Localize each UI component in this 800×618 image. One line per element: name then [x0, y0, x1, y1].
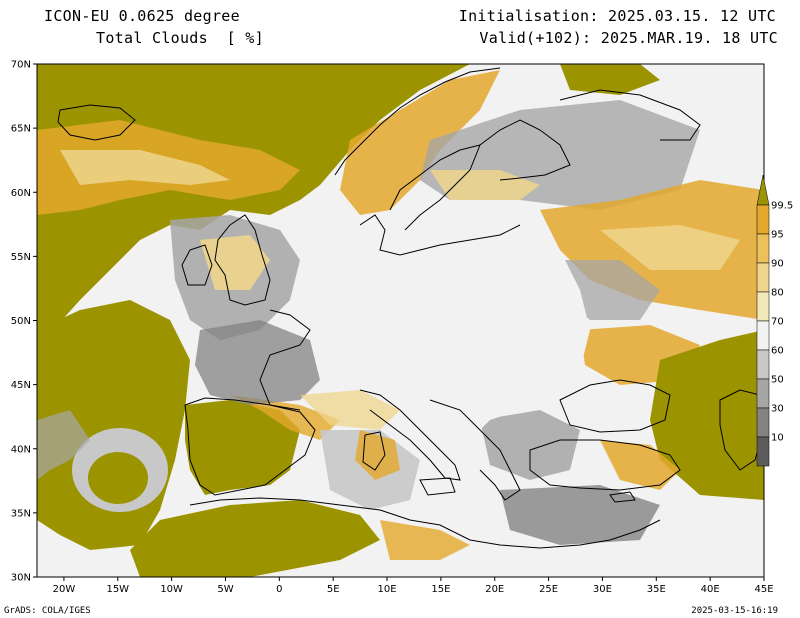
cloud-region-norway-coast — [340, 70, 500, 215]
coast-north-africa — [189, 497, 661, 549]
cloud-map — [37, 64, 764, 577]
legend-swatch — [756, 262, 770, 293]
lat-label: 70N — [11, 60, 31, 71]
cloud-region-iberia — [185, 400, 300, 495]
footer-credit: GrADS: COLA/IGES — [4, 606, 91, 616]
cloud-region-finland-yellow — [430, 170, 540, 200]
lon-label: 40E — [701, 584, 720, 595]
lon-label: 20E — [485, 584, 504, 595]
init-time: Initialisation: 2025.03.15. 12 UTC — [458, 7, 776, 25]
coast-caspian — [719, 389, 764, 471]
cloud-region-iberia-edge — [230, 395, 340, 440]
legend-swatch — [756, 349, 770, 380]
color-legend: 99.5 95 90 80 70 60 50 30 10 — [756, 174, 793, 467]
coast-finland — [479, 119, 571, 181]
lat-label: 55N — [11, 252, 31, 263]
longitude-axis: 20W 15W 10W 5W 0 5E 10E 15E 20E 25E 30E 35E 40E 45E — [53, 577, 774, 595]
legend-label: 30 — [771, 404, 784, 415]
cloud-region-north-africa — [130, 500, 380, 577]
lat-label: 45N — [11, 380, 31, 391]
lon-label: 5E — [327, 584, 340, 595]
cloud-region-cyclone-spiral — [37, 410, 90, 480]
lon-label: 15E — [431, 584, 450, 595]
lon-label: 30E — [593, 584, 612, 595]
lat-label: 40N — [11, 444, 31, 455]
cloud-region-north-africa-south — [380, 520, 470, 560]
latitude-axis: 70N 65N 60N 55N 50N 45N 40N 35N 30N — [11, 60, 37, 584]
cloud-region-russia-light — [600, 225, 740, 270]
coast-balkans-greece — [429, 399, 521, 501]
lon-label: 10E — [378, 584, 397, 595]
legend-label: 99.5 — [771, 201, 793, 212]
lon-label: 20W — [53, 584, 76, 595]
cloud-region-east-med — [500, 485, 660, 545]
cloud-region-sardinia — [355, 430, 400, 480]
legend-label: 50 — [771, 375, 784, 386]
model-title: ICON-EU 0.0625 degree — [44, 7, 240, 25]
coast-italy — [359, 389, 461, 481]
legend-swatch — [756, 320, 770, 351]
coast-uk — [214, 214, 271, 306]
coast-kola — [559, 89, 701, 141]
legend-label: 90 — [771, 259, 784, 270]
coast-iberia — [184, 397, 316, 496]
lon-label: 15W — [106, 584, 129, 595]
legend-label: 95 — [771, 230, 784, 241]
lat-label: 35N — [11, 508, 31, 519]
clear-region-central-europe — [320, 200, 590, 440]
coast-sardinia — [362, 431, 386, 471]
coast-turkey — [529, 439, 681, 491]
lat-label: 60N — [11, 188, 31, 199]
coast-sicily — [419, 477, 456, 496]
legend-swatch — [756, 378, 770, 409]
legend-swatch — [756, 436, 770, 467]
cloud-region-alps — [300, 390, 400, 430]
legend-label: 70 — [771, 317, 784, 328]
legend-swatch — [756, 407, 770, 438]
cloud-region-balkans — [480, 410, 580, 480]
legend-swatch — [756, 204, 770, 235]
legend-label: 80 — [771, 288, 784, 299]
cloud-region-atlantic-light — [60, 150, 230, 185]
valid-time: Valid(+102): 2025.MAR.19. 18 UTC — [479, 29, 778, 47]
legend-swatch — [756, 291, 770, 322]
legend-label: 10 — [771, 433, 784, 444]
footer-timestamp: 2025-03-15-16:19 — [691, 606, 778, 616]
cloud-region-levant — [600, 440, 680, 490]
cloud-region-barents-olive — [560, 64, 660, 95]
legend-label: 60 — [771, 346, 784, 357]
coast-cyprus — [609, 491, 636, 503]
variable-title: Total Clouds [ %] — [96, 29, 264, 47]
coast-france — [259, 309, 311, 411]
legend-swatch — [756, 233, 770, 264]
lon-label: 10W — [160, 584, 183, 595]
cyclone-eye-inner — [88, 452, 148, 504]
cloud-region-caucasus — [650, 330, 764, 500]
coast-norway — [334, 67, 501, 176]
cloud-region-uk-yellow — [200, 235, 270, 290]
lon-label: 5W — [217, 584, 233, 595]
coast-black-sea — [559, 379, 671, 433]
lat-label: 30N — [11, 573, 31, 584]
lon-label: 35E — [647, 584, 666, 595]
coast-iceland — [57, 104, 136, 141]
lon-label: 45E — [754, 584, 773, 595]
lat-label: 50N — [11, 316, 31, 327]
cloud-region-russia-gray — [560, 260, 660, 320]
lon-label: 25E — [539, 584, 558, 595]
coast-denmark-germany — [359, 214, 521, 256]
lon-label: 0 — [276, 584, 282, 595]
coast-ireland — [181, 244, 213, 286]
lat-label: 65N — [11, 124, 31, 135]
coastlines — [57, 67, 764, 549]
cloud-region-france — [195, 320, 320, 405]
